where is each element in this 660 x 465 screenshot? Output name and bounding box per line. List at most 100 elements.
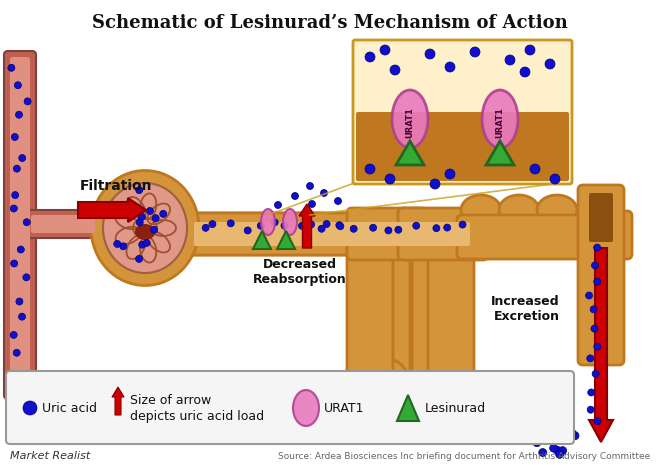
Circle shape: [425, 49, 435, 59]
Circle shape: [136, 219, 143, 226]
Circle shape: [585, 292, 593, 299]
Circle shape: [587, 406, 594, 413]
Circle shape: [537, 433, 545, 441]
Polygon shape: [397, 395, 419, 421]
Circle shape: [533, 438, 541, 447]
Text: URAT1: URAT1: [405, 107, 414, 139]
FancyBboxPatch shape: [6, 371, 574, 444]
Circle shape: [594, 418, 601, 425]
Circle shape: [23, 401, 37, 415]
Circle shape: [23, 219, 30, 226]
Circle shape: [139, 213, 145, 220]
Circle shape: [160, 210, 167, 217]
Circle shape: [593, 244, 601, 251]
Circle shape: [433, 225, 440, 232]
Circle shape: [244, 227, 251, 234]
Circle shape: [525, 45, 535, 55]
Circle shape: [395, 226, 402, 233]
Ellipse shape: [537, 195, 577, 225]
Circle shape: [380, 45, 390, 55]
Circle shape: [533, 434, 541, 442]
FancyBboxPatch shape: [347, 208, 427, 260]
Circle shape: [594, 343, 601, 350]
Circle shape: [539, 449, 546, 457]
Ellipse shape: [283, 209, 297, 235]
Circle shape: [535, 428, 543, 436]
Polygon shape: [253, 231, 271, 249]
Circle shape: [590, 306, 597, 313]
Polygon shape: [396, 141, 424, 165]
Circle shape: [459, 221, 466, 228]
Circle shape: [119, 243, 127, 250]
Circle shape: [13, 349, 20, 356]
Ellipse shape: [261, 209, 275, 235]
Circle shape: [550, 174, 560, 184]
Circle shape: [445, 62, 455, 72]
FancyArrow shape: [112, 387, 124, 415]
Circle shape: [550, 444, 558, 452]
Circle shape: [568, 430, 576, 438]
Circle shape: [520, 67, 530, 77]
Circle shape: [8, 64, 15, 71]
Circle shape: [18, 313, 26, 320]
FancyBboxPatch shape: [194, 222, 470, 246]
Circle shape: [430, 179, 440, 189]
Circle shape: [553, 446, 561, 454]
Circle shape: [147, 207, 153, 214]
FancyBboxPatch shape: [580, 211, 632, 259]
FancyBboxPatch shape: [398, 208, 488, 260]
Circle shape: [209, 220, 216, 227]
Text: URAT1: URAT1: [496, 107, 504, 139]
Circle shape: [152, 215, 159, 222]
Circle shape: [23, 274, 30, 281]
Circle shape: [530, 164, 540, 174]
Ellipse shape: [392, 90, 428, 148]
Circle shape: [321, 190, 327, 197]
Circle shape: [558, 446, 566, 455]
Circle shape: [365, 164, 375, 174]
Ellipse shape: [461, 195, 501, 225]
Text: Source: Ardea Biosciences Inc briefing document for Arthritis Advisory Committee: Source: Ardea Biosciences Inc briefing d…: [278, 452, 650, 460]
FancyBboxPatch shape: [4, 51, 36, 399]
Circle shape: [17, 246, 24, 253]
Circle shape: [136, 186, 143, 193]
Circle shape: [560, 436, 568, 444]
Text: Filtration: Filtration: [80, 179, 152, 193]
FancyBboxPatch shape: [589, 193, 613, 242]
FancyBboxPatch shape: [31, 215, 95, 233]
FancyArrow shape: [78, 198, 146, 222]
Circle shape: [545, 59, 555, 69]
FancyBboxPatch shape: [347, 217, 393, 384]
Circle shape: [114, 240, 121, 247]
Circle shape: [412, 222, 420, 229]
FancyBboxPatch shape: [428, 217, 474, 424]
FancyBboxPatch shape: [578, 185, 624, 365]
Circle shape: [591, 325, 598, 332]
Circle shape: [139, 241, 146, 248]
Circle shape: [13, 165, 20, 172]
Circle shape: [350, 225, 357, 232]
Circle shape: [16, 111, 22, 118]
Circle shape: [12, 192, 18, 199]
Circle shape: [445, 169, 455, 179]
Text: Increased
Excretion: Increased Excretion: [492, 295, 560, 323]
Circle shape: [588, 389, 595, 396]
Ellipse shape: [499, 195, 539, 225]
FancyBboxPatch shape: [27, 210, 101, 238]
Ellipse shape: [293, 390, 319, 426]
Ellipse shape: [367, 359, 407, 397]
Circle shape: [18, 154, 26, 161]
Circle shape: [11, 133, 18, 140]
Circle shape: [281, 222, 288, 229]
Polygon shape: [277, 231, 295, 249]
Circle shape: [271, 219, 279, 226]
Circle shape: [298, 222, 306, 229]
Circle shape: [564, 425, 572, 433]
FancyBboxPatch shape: [353, 40, 572, 184]
Circle shape: [556, 450, 564, 458]
Ellipse shape: [135, 224, 155, 240]
Circle shape: [554, 429, 562, 437]
Circle shape: [11, 260, 18, 267]
Circle shape: [308, 221, 315, 228]
Ellipse shape: [103, 183, 187, 273]
